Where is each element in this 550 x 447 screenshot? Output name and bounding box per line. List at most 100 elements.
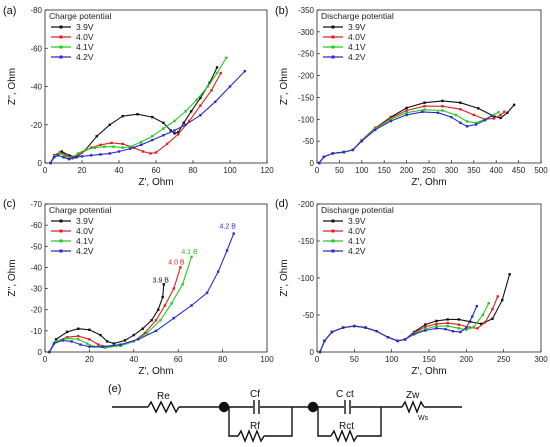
chart-b: 0 50 100 150 200 250 300 350 400 450 500 0 -50 -100 -1… <box>279 6 548 188</box>
legend-entry: 4.2V <box>76 246 94 256</box>
x-tick-label: 0 <box>43 166 48 175</box>
data-point <box>225 56 228 60</box>
legend-marker <box>59 229 63 233</box>
data-point <box>90 146 93 149</box>
data-point <box>405 109 408 112</box>
curve-annotation: 4.1 B <box>181 249 198 256</box>
x-tick-label: 100 <box>355 166 369 175</box>
data-point <box>184 110 187 113</box>
legend-marker <box>59 35 63 39</box>
data-point <box>52 342 56 345</box>
data-point <box>172 287 175 290</box>
legend-entry: 4.1V <box>76 236 94 246</box>
data-point <box>499 113 502 117</box>
data-point <box>123 339 127 342</box>
panel-d: (d) 0 50 100 150 200 250 300 0 -50 -100 -150 -200 Z'… <box>275 198 548 377</box>
data-point <box>465 328 468 331</box>
legend-marker <box>331 249 335 253</box>
data-point <box>95 135 98 138</box>
data-point <box>465 326 468 329</box>
data-point <box>472 113 475 117</box>
data-point <box>446 324 449 328</box>
y-tick-label: -150 <box>298 93 315 102</box>
data-point <box>421 110 424 114</box>
x-tick-label: 250 <box>422 166 436 175</box>
warburg-element <box>401 400 425 414</box>
x-tick-label: 300 <box>534 355 548 364</box>
x-tick-label: 400 <box>490 166 504 175</box>
data-point <box>342 150 346 154</box>
x-tick-label: 350 <box>467 166 481 175</box>
data-point <box>465 120 469 123</box>
chart-c: 0 20 40 60 80 100 0 -10 -20 -30 -40 -50 -60 -70 Z', Oh… <box>7 200 274 377</box>
data-point <box>454 113 458 117</box>
data-point <box>323 339 326 343</box>
data-point <box>79 343 82 346</box>
data-point <box>512 103 516 107</box>
y-axis-label: Z'', Ohm <box>279 68 290 105</box>
legend-title: Charge potential <box>49 205 111 215</box>
x-tick-label: 20 <box>85 355 94 364</box>
data-point <box>459 330 462 334</box>
panel-a: (a) 0 20 40 60 80 100 120 0 -20 -40 -60 -80 Z', Ohm Z… <box>3 5 274 188</box>
data-point <box>103 346 107 349</box>
data-point <box>199 96 202 100</box>
legend-entry: 3.9V <box>348 216 366 226</box>
legend-entry: 4.2V <box>76 52 94 62</box>
data-point <box>141 150 145 153</box>
data-point <box>465 125 469 128</box>
curve-annotation: 3.9 B <box>153 277 170 284</box>
data-point <box>184 123 187 126</box>
data-point <box>150 319 153 322</box>
wire-rct-left <box>317 407 331 437</box>
data-point <box>450 115 453 119</box>
legend-marker <box>331 45 335 49</box>
data-point <box>77 334 80 338</box>
y-tick-label: -60 <box>30 221 42 230</box>
y-tick-label: -150 <box>298 237 315 246</box>
y-axis-label: Z'', Ohm <box>279 259 290 296</box>
series-line-4.2V <box>48 233 235 353</box>
panel-label-d: (d) <box>275 198 288 210</box>
data-point <box>77 327 80 330</box>
data-point <box>177 131 180 134</box>
data-point <box>405 111 408 114</box>
y-tick-label: -50 <box>302 137 314 146</box>
panel-label-c: (c) <box>3 198 16 210</box>
data-point <box>143 331 147 335</box>
legend-marker <box>331 229 335 233</box>
data-point <box>480 322 483 326</box>
data-point <box>121 146 124 149</box>
y-tick-label: -10 <box>30 327 42 336</box>
x-axis-label: Z', Ohm <box>138 366 173 377</box>
data-point <box>471 315 474 318</box>
data-point <box>435 327 438 330</box>
data-point <box>108 123 111 126</box>
y-tick-label: -100 <box>298 115 315 124</box>
label-cct: C ct <box>336 389 354 400</box>
legend-marker <box>59 239 63 243</box>
x-tick-label: 50 <box>335 166 344 175</box>
data-point <box>101 345 104 348</box>
legend-entry: 4.2V <box>348 52 366 62</box>
series-line-4.1V <box>48 256 193 353</box>
x-tick-label: 0 <box>315 166 320 175</box>
plot-frame <box>44 203 268 353</box>
data-point <box>70 340 73 343</box>
data-point <box>99 153 102 156</box>
data-point <box>159 319 162 322</box>
data-point <box>189 110 193 113</box>
data-point <box>444 327 447 331</box>
data-point <box>435 324 438 328</box>
data-point <box>374 128 377 131</box>
data-point <box>353 324 356 328</box>
x-tick-label: 60 <box>152 166 161 175</box>
data-point <box>435 319 438 323</box>
data-point <box>173 129 176 132</box>
y-tick-label: 0 <box>38 348 43 357</box>
data-point <box>149 152 152 155</box>
data-point <box>389 119 393 123</box>
y-axis-label: Z'', Ohm <box>7 259 18 296</box>
data-point <box>492 117 496 120</box>
series-line-4.2V <box>50 70 246 164</box>
